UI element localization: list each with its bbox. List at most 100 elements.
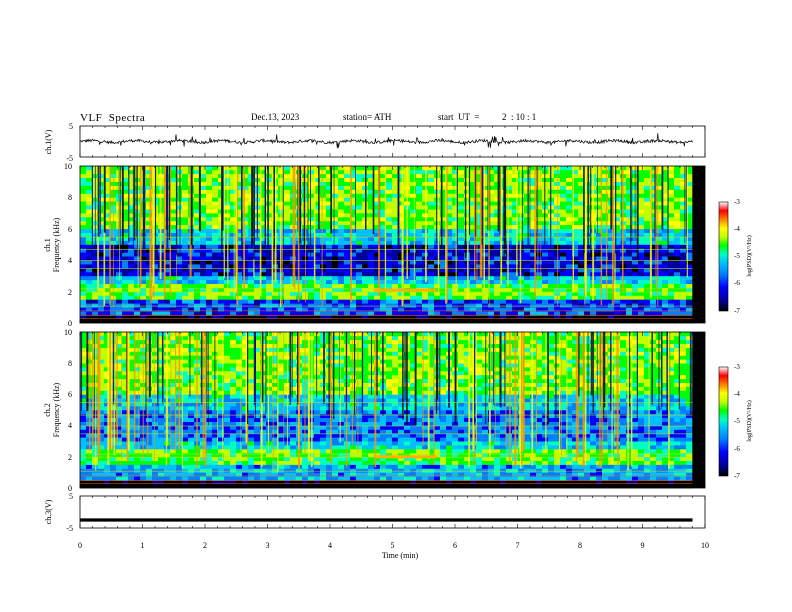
spectrogram-cell	[80, 402, 87, 407]
spectrogram-cell	[170, 335, 177, 341]
spectrogram-cell	[380, 307, 387, 312]
spectrogram-cell	[476, 244, 483, 249]
spectrogram-cell	[320, 315, 327, 320]
spectrogram-cell	[638, 295, 645, 300]
spectrogram-cell	[230, 197, 237, 202]
spectrogram-cell	[350, 299, 357, 304]
spectrogram-cell	[536, 283, 543, 288]
spectrogram-cell	[446, 268, 453, 273]
spectrogram-cell	[506, 311, 513, 316]
spectrogram-cell	[308, 295, 315, 300]
spectrogram-cell	[674, 252, 681, 257]
spectrogram-cell	[158, 303, 165, 308]
spectrogram-cell	[398, 252, 405, 257]
spectrogram-cell	[524, 177, 531, 182]
spectrogram-cell	[98, 445, 105, 450]
sferic-streak	[497, 166, 500, 232]
spectrogram-cell	[260, 240, 267, 245]
spectrogram-cell	[236, 197, 243, 202]
spectrogram-cell	[92, 260, 99, 265]
sferic-streak	[282, 166, 283, 304]
spectrogram-cell	[224, 260, 231, 265]
spectrogram-cell	[410, 299, 417, 304]
spectrogram-cell	[596, 307, 603, 312]
spectrogram-cell	[116, 402, 123, 407]
spectrogram-cell	[182, 217, 189, 222]
spectrogram-cell	[128, 248, 135, 253]
spectrogram-cell	[146, 311, 153, 316]
spectrogram-cell	[80, 185, 87, 190]
spectrogram-cell	[500, 283, 507, 288]
spectrogram-cell	[140, 480, 147, 485]
spectrogram-cell	[326, 295, 333, 300]
spectrogram-cell	[584, 291, 591, 296]
spectrogram-cell	[350, 224, 357, 230]
spectrogram-cell	[410, 252, 417, 257]
spectrogram-cell	[668, 291, 675, 296]
spectrogram-cell	[560, 236, 567, 241]
spectrogram-cell	[512, 228, 519, 233]
spectrogram-cell	[98, 173, 105, 178]
spectrogram-cell	[530, 275, 537, 281]
spectrogram-cell	[86, 169, 93, 175]
spectrogram-cell	[680, 228, 687, 233]
spectrogram-cell	[572, 201, 579, 206]
spectrogram-cell	[98, 268, 105, 273]
spectrogram-cell	[554, 189, 561, 194]
spectrogram-cell	[92, 256, 99, 261]
spectrogram-cell	[536, 275, 543, 281]
spectrogram-cell	[416, 244, 423, 249]
spectrogram-cell	[686, 217, 693, 222]
spectrogram-cell	[386, 295, 393, 300]
spectrogram-cell	[458, 185, 465, 190]
spectrogram-cell	[506, 189, 513, 194]
spectrogram-cell	[626, 303, 633, 308]
spectrogram-cell	[476, 189, 483, 194]
spectrogram-cell	[284, 166, 291, 171]
spectrogram-cell	[146, 185, 153, 190]
spectrogram-cell	[260, 287, 267, 292]
spectrogram-cell	[494, 279, 501, 284]
spectrogram-cell	[368, 315, 375, 320]
spectrogram-cell	[314, 260, 321, 265]
spectrogram-cell	[182, 433, 189, 438]
spectrogram-cell	[368, 248, 375, 253]
spectrogram-cell	[410, 311, 417, 316]
spectrogram-cell	[446, 315, 453, 320]
spectrogram-cell	[434, 264, 441, 269]
spectrogram-cell	[554, 213, 561, 218]
spectrogram-cell	[242, 287, 249, 292]
spectrogram-cell	[110, 429, 117, 434]
spectrogram-cell	[398, 228, 405, 233]
spectrogram-cell	[368, 268, 375, 273]
spectrogram-cell	[104, 355, 111, 360]
spectrogram-cell	[488, 181, 495, 186]
spectrogram-cell	[170, 398, 177, 403]
spectrogram-cell	[476, 307, 483, 312]
spectrogram-cell	[470, 295, 477, 300]
spectrogram-cell	[434, 244, 441, 249]
spectrogram-cell	[668, 205, 675, 210]
spectrogram-cell	[380, 264, 387, 269]
spectrogram-cell	[614, 311, 621, 316]
spectrogram-cell	[92, 460, 99, 465]
spectrogram-cell	[446, 287, 453, 292]
spectrogram-cell	[260, 177, 267, 182]
spectrogram-cell	[500, 213, 507, 218]
spectrogram-cell	[392, 220, 399, 226]
spectrogram-cell	[500, 264, 507, 269]
spectrogram-cell	[572, 244, 579, 249]
spectrogram-cell	[164, 295, 171, 300]
spectrogram-cell	[170, 173, 177, 178]
spectrogram-cell	[272, 283, 279, 288]
spectrogram-cell	[668, 220, 675, 226]
spectrogram-cell	[392, 213, 399, 218]
spectrogram-cell	[674, 268, 681, 273]
spectrogram-cell	[380, 217, 387, 222]
spectrogram-cell	[572, 252, 579, 257]
spectrogram-cell	[668, 264, 675, 269]
spectrogram-cell	[566, 279, 573, 284]
spectrogram-cell	[404, 283, 411, 288]
spectrogram-cell	[506, 177, 513, 182]
spectrogram-cell	[440, 185, 447, 190]
